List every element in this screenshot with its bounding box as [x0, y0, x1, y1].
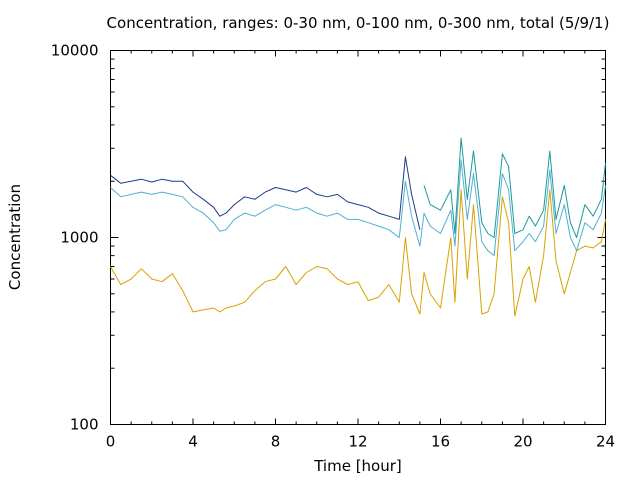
y-tick-label: 100: [70, 416, 99, 434]
x-tick-label: 8: [271, 433, 281, 451]
series-layer: [110, 137, 606, 317]
x-tick-label: 16: [431, 433, 450, 451]
x-tick-label: 0: [106, 433, 116, 451]
y-tick-label: 1000: [60, 229, 98, 247]
series-line-3: [110, 189, 606, 317]
axis-ticks: 0 4 8 12 16 20 24 100 1000 10000: [51, 42, 615, 451]
plot-frame: [110, 50, 606, 425]
series-line-0: [110, 156, 421, 230]
y-axis-label: Concentration: [6, 184, 24, 290]
series-line-1: [423, 137, 606, 238]
x-tick-label: 12: [348, 433, 367, 451]
y-tick-label: 10000: [51, 42, 99, 60]
chart-title: Concentration, ranges: 0-30 nm, 0-100 nm…: [107, 14, 610, 32]
x-axis-label: Time [hour]: [313, 457, 402, 475]
x-tick-label: 20: [513, 433, 532, 451]
x-tick-label: 24: [596, 433, 615, 451]
series-line-2: [110, 159, 606, 257]
x-tick-label: 4: [188, 433, 198, 451]
